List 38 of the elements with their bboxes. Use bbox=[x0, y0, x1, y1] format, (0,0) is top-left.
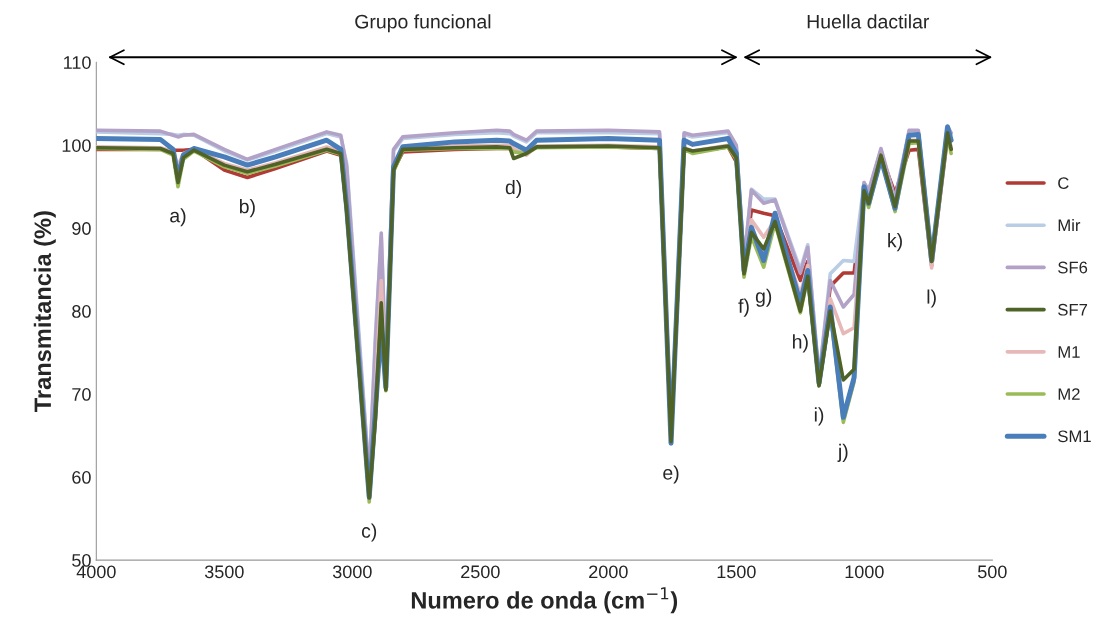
y-tick-label: 70 bbox=[72, 388, 91, 401]
y-tick-label: 110 bbox=[64, 56, 91, 69]
annotation: k) bbox=[888, 233, 902, 252]
annotation: l) bbox=[927, 289, 936, 308]
annotation: j) bbox=[837, 443, 848, 462]
x-tick-label: 1500 bbox=[717, 565, 756, 579]
text: Huella dactilar bbox=[807, 14, 930, 29]
annotation: d) bbox=[505, 179, 522, 199]
y-tick-label: 50 bbox=[72, 554, 91, 567]
legend-label: M2 bbox=[1058, 388, 1080, 400]
x-tick-label: 3000 bbox=[332, 565, 372, 579]
text: Grupo funcional bbox=[355, 14, 491, 33]
x-tick-label: 500 bbox=[977, 565, 1007, 579]
legend-label: SF6 bbox=[1058, 261, 1088, 274]
x-tick-label: 3500 bbox=[204, 565, 244, 579]
annotation: c) bbox=[361, 523, 377, 542]
y-axis-title: Transmitancia (%) bbox=[33, 211, 56, 412]
x-tick-label: 2500 bbox=[461, 565, 500, 579]
annotation: e) bbox=[663, 465, 679, 484]
legend-label: C bbox=[1058, 177, 1069, 190]
x-tick-label: 2000 bbox=[589, 565, 628, 579]
annotation: a) bbox=[170, 208, 186, 227]
legend-label: SM1 bbox=[1058, 430, 1091, 443]
legend-label: M1 bbox=[1058, 346, 1080, 358]
x-tick-label: 1000 bbox=[845, 565, 884, 579]
annotation: i) bbox=[814, 407, 824, 426]
legend-label: SF7 bbox=[1058, 303, 1088, 316]
annotation: h) bbox=[793, 334, 808, 353]
annotation: g) bbox=[755, 288, 772, 307]
x-axis-title: Numero de onda (cm$^{−1}$) bbox=[411, 587, 678, 614]
y-tick-label: 100 bbox=[62, 139, 91, 152]
annotation: f) bbox=[738, 298, 749, 317]
annotation: b) bbox=[239, 199, 255, 218]
legend-label: Mir bbox=[1058, 218, 1081, 232]
y-tick-label: 90 bbox=[72, 222, 91, 235]
x-tick-label: 4000 bbox=[76, 565, 116, 579]
y-tick-label: 60 bbox=[72, 471, 91, 484]
y-tick-label: 80 bbox=[72, 305, 91, 318]
